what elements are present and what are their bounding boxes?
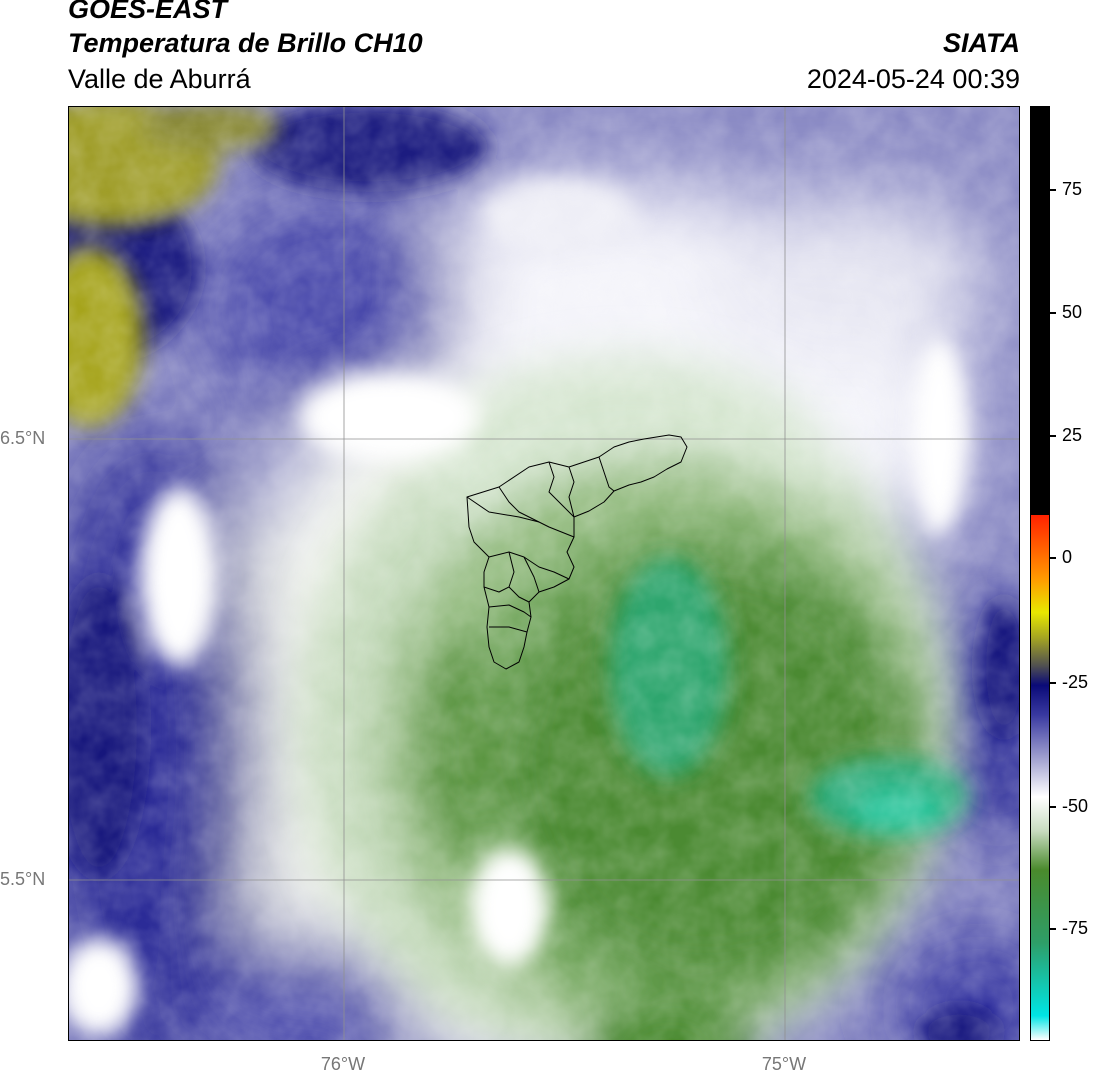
colorbar-tick-minus-50 xyxy=(1050,806,1056,808)
colorbar-label-25: 25 xyxy=(1062,425,1083,445)
lat-label-6.5: 6.5°N xyxy=(0,428,46,448)
colorbar-tick-minus-75 xyxy=(1050,928,1056,930)
brightness-temperature-map xyxy=(68,106,1020,1041)
product-title: Temperatura de Brillo CH10 xyxy=(68,28,423,58)
lon-label-75w: 75°W xyxy=(761,1054,807,1074)
graticule xyxy=(69,107,1019,1040)
colorbar xyxy=(1030,106,1050,1041)
colorbar-tick-minus-25 xyxy=(1050,682,1056,684)
colorbar-tick-50 xyxy=(1050,312,1056,314)
colorbar-label-minus-75: -75 xyxy=(1062,918,1089,938)
colorbar-label-minus-50: -50 xyxy=(1062,796,1089,816)
colorbar-label-minus-25: -25 xyxy=(1062,672,1089,692)
municipal-boundaries xyxy=(466,434,688,670)
colorbar-label-50: 50 xyxy=(1062,302,1083,322)
lon-label-76w: 76°W xyxy=(320,1054,366,1074)
colorbar-tick-25 xyxy=(1050,435,1056,437)
region-subtitle: Valle de Aburrá xyxy=(68,64,251,94)
timestamp-label: 2024-05-24 00:39 xyxy=(806,64,1020,94)
colorbar-tick-0 xyxy=(1050,557,1056,559)
map-field xyxy=(69,107,1019,1040)
colorbar-gradient xyxy=(1031,107,1049,1040)
colorbar-label-75: 75 xyxy=(1062,179,1083,199)
organization-label: SIATA xyxy=(943,28,1020,58)
colorbar-label-0: 0 xyxy=(1062,547,1073,567)
lat-label-5.5: 5.5°N xyxy=(0,869,46,889)
colorbar-tick-75 xyxy=(1050,189,1056,191)
satellite-source-title: GOES-EAST xyxy=(68,0,228,24)
